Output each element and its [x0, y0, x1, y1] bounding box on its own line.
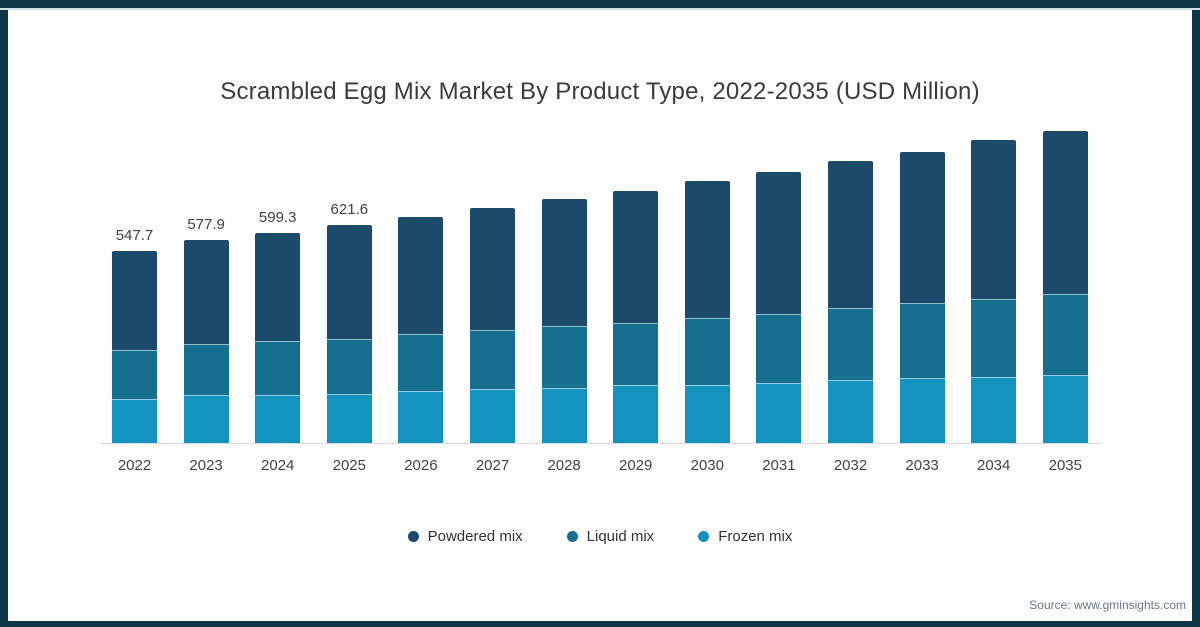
stacked-bar-2023	[183, 240, 229, 443]
legend-item-frozen-mix: Frozen mix	[698, 528, 792, 545]
top-accent-line	[0, 8, 1200, 10]
segment-powdered-2033	[899, 152, 945, 303]
segment-powdered-2025	[326, 225, 372, 339]
legend-label: Frozen mix	[718, 528, 793, 545]
segment-frozen-2034	[971, 377, 1017, 443]
segment-frozen-2032	[828, 380, 873, 443]
segment-liquid-2026	[398, 334, 444, 392]
segment-liquid-2023	[183, 344, 229, 396]
legend-item-powdered-mix: Powdered mix	[407, 528, 523, 545]
bar-value-label-2024: 599.3	[258, 209, 297, 226]
segment-frozen-2031	[756, 383, 802, 443]
segment-frozen-2028	[541, 388, 587, 443]
legend-dot-icon	[566, 531, 578, 542]
segment-powdered-2029	[613, 191, 659, 323]
segment-powdered-2024	[255, 232, 301, 342]
stacked-bar-2031	[756, 172, 802, 443]
x-tick-2031: 2031	[762, 457, 796, 474]
x-tick-2032: 2032	[833, 457, 868, 474]
legend-item-liquid-mix: Liquid mix	[566, 528, 655, 545]
segment-powdered-2022	[112, 251, 157, 350]
segment-liquid-2034	[971, 298, 1017, 378]
stacked-bar-2024	[255, 232, 301, 443]
segment-liquid-2031	[756, 313, 802, 384]
segment-frozen-2027	[470, 389, 515, 443]
x-tick-2030: 2030	[690, 457, 724, 474]
x-tick-2028: 2028	[547, 457, 581, 474]
stacked-bar-2026	[398, 217, 444, 443]
legend-dot-icon	[698, 531, 710, 542]
legend-dot-icon	[407, 531, 419, 542]
segment-powdered-2027	[470, 208, 515, 330]
x-tick-2026: 2026	[404, 457, 438, 474]
segment-liquid-2032	[828, 307, 873, 381]
segment-liquid-2024	[255, 341, 301, 396]
segment-liquid-2030	[684, 317, 730, 385]
segment-frozen-2025	[326, 394, 372, 443]
stacked-bar-2032	[828, 161, 873, 443]
segment-frozen-2024	[255, 395, 301, 443]
segment-frozen-2026	[398, 391, 444, 443]
stacked-bar-2027	[470, 208, 515, 443]
segment-powdered-2032	[828, 161, 873, 308]
segment-liquid-2028	[541, 325, 587, 389]
stacked-bar-2035	[1042, 130, 1088, 443]
segment-frozen-2030	[684, 384, 730, 443]
segment-liquid-2035	[1042, 294, 1088, 375]
legend-label: Liquid mix	[586, 528, 655, 545]
legend: Powdered mix Liquid mix Frozen mix	[0, 528, 1200, 545]
x-tick-2023: 2023	[189, 457, 223, 474]
stacked-bar-2033	[899, 152, 945, 443]
segment-powdered-2023	[183, 240, 229, 345]
stacked-bar-2030	[684, 181, 730, 443]
segment-powdered-2028	[541, 199, 587, 326]
x-axis-line	[100, 443, 1102, 444]
segment-frozen-2035	[1042, 374, 1088, 443]
segment-frozen-2023	[183, 395, 229, 443]
stacked-bar-2034	[971, 140, 1017, 443]
segment-frozen-2033	[899, 378, 945, 443]
source-attribution: Source: www.gminsights.com	[1029, 598, 1186, 612]
legend-label: Powdered mix	[427, 528, 523, 545]
x-tick-2034: 2034	[977, 457, 1011, 474]
stacked-bar-2025	[326, 225, 372, 443]
stacked-bar-2022	[112, 251, 157, 443]
segment-liquid-2022	[112, 349, 157, 399]
bar-value-label-2025: 621.6	[330, 201, 369, 218]
segment-powdered-2035	[1042, 130, 1088, 295]
segment-powdered-2034	[971, 140, 1017, 299]
segment-liquid-2029	[613, 322, 659, 386]
x-tick-2035: 2035	[1048, 457, 1082, 474]
segment-frozen-2022	[112, 398, 157, 443]
segment-powdered-2026	[398, 217, 444, 335]
segment-frozen-2029	[613, 385, 659, 443]
stacked-bar-2029	[613, 191, 659, 443]
x-tick-2025: 2025	[332, 457, 366, 474]
segment-liquid-2025	[326, 338, 372, 395]
bar-value-label-2022: 547.7	[115, 227, 154, 244]
x-tick-2029: 2029	[619, 457, 653, 474]
segment-liquid-2033	[899, 302, 945, 379]
segment-liquid-2027	[470, 329, 515, 390]
x-tick-2033: 2033	[905, 457, 939, 474]
segment-powdered-2031	[756, 172, 802, 314]
bar-value-label-2023: 577.9	[187, 216, 225, 233]
x-tick-2024: 2024	[261, 457, 295, 474]
x-tick-2027: 2027	[475, 457, 510, 474]
segment-powdered-2030	[684, 181, 730, 318]
stacked-bar-2028	[541, 199, 587, 443]
x-tick-2022: 2022	[117, 457, 152, 474]
chart-title: Scrambled Egg Mix Market By Product Type…	[220, 78, 980, 105]
